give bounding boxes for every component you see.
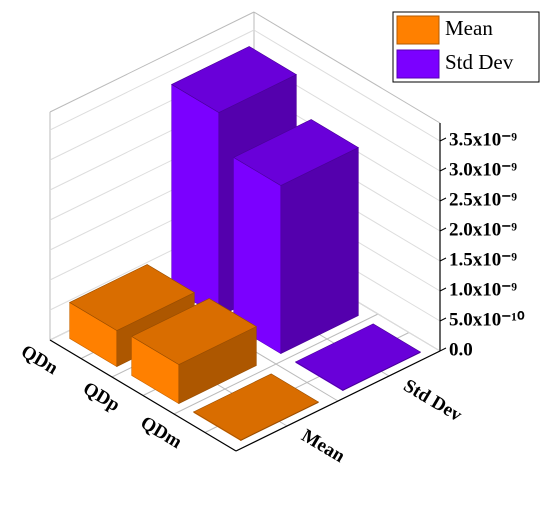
legend-label: Mean bbox=[445, 16, 493, 40]
axis-line bbox=[49, 339, 237, 452]
legend-label: Std Dev bbox=[445, 50, 514, 74]
legend-swatch bbox=[396, 49, 440, 79]
z-tick-label: 2.0x10⁻⁹ bbox=[449, 219, 517, 240]
bar-top bbox=[193, 373, 319, 441]
axis-line bbox=[235, 350, 441, 452]
z-tick-label: 1.5x10⁻⁹ bbox=[449, 249, 517, 270]
bar-top bbox=[69, 264, 195, 331]
bar-top bbox=[171, 46, 297, 113]
z-tick-label: 3.0x10⁻⁹ bbox=[449, 159, 517, 180]
tick-mark bbox=[439, 347, 447, 352]
z-tick-label: 3.5x10⁻⁹ bbox=[449, 129, 517, 150]
legend-swatch bbox=[396, 15, 440, 45]
bar-top bbox=[233, 119, 359, 186]
frame-line bbox=[253, 11, 441, 124]
bar-top bbox=[131, 298, 257, 365]
bar-top bbox=[295, 323, 421, 391]
tick-mark bbox=[439, 137, 447, 142]
tick-mark bbox=[439, 317, 447, 322]
category-label: QDn bbox=[17, 341, 62, 379]
z-tick-label: 5.0x10⁻¹⁰ bbox=[449, 309, 525, 330]
frame-line bbox=[49, 11, 255, 113]
z-tick-label: 1.0x10⁻⁹ bbox=[449, 279, 517, 300]
tick-mark bbox=[439, 197, 447, 202]
grid-line bbox=[49, 29, 255, 131]
bar-face bbox=[171, 83, 220, 318]
series-axis-label: Std Dev bbox=[400, 375, 466, 426]
grid-line bbox=[253, 29, 441, 142]
z-tick-label: 0.0 bbox=[449, 339, 473, 360]
category-label: QDp bbox=[79, 378, 123, 416]
category-label: QDm bbox=[137, 412, 186, 453]
tick-mark bbox=[439, 287, 447, 292]
series-axis-label: Mean bbox=[298, 425, 349, 467]
z-tick-label: 2.5x10⁻⁹ bbox=[449, 189, 517, 210]
tick-mark bbox=[439, 227, 447, 232]
tick-mark bbox=[439, 167, 447, 172]
tick-mark bbox=[439, 257, 447, 262]
